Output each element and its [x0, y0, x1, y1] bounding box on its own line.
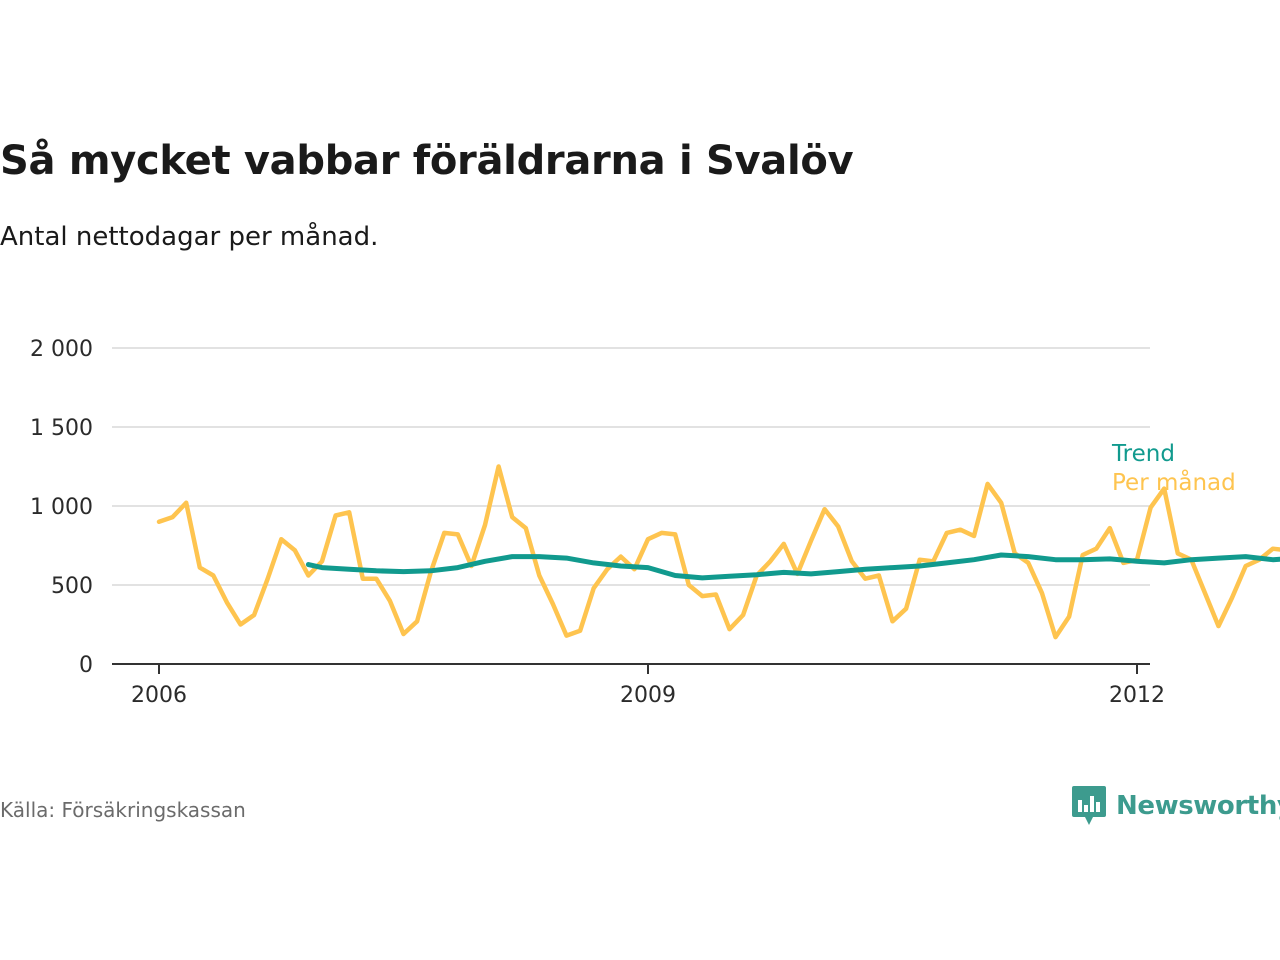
chart-subtitle: Antal nettodagar per månad. [0, 222, 379, 252]
x-axis: 2006200920122015201820212023 [112, 663, 1165, 708]
y-tick-label: 1 000 [30, 495, 93, 520]
brand-name: Newsworthy [1116, 791, 1280, 821]
trend-series-line [305, 552, 1280, 581]
legend-label-monthly: Per månad [1112, 468, 1236, 496]
y-tick-label: 500 [51, 574, 93, 599]
legend-label-trend: Trend [1111, 441, 1175, 467]
newsworthy-logo-icon [1072, 786, 1106, 825]
chart-title: Så mycket vabbar föräldrarna i Svalöv [0, 138, 854, 184]
monthly-series-line [156, 464, 1280, 640]
source-note: Källa: Försäkringskassan [0, 798, 246, 822]
series-lines [156, 464, 1280, 640]
x-tick-label: 2006 [131, 683, 187, 708]
grid-lines [112, 347, 1150, 586]
x-tick-label: 2009 [620, 683, 676, 708]
y-tick-label: 0 [79, 653, 93, 678]
brand-logo: Newsworthy [1072, 786, 1280, 826]
y-tick-label: 2 000 [30, 337, 93, 362]
y-axis-labels: 0 500 1 000 1 500 2 000 [30, 337, 93, 678]
x-tick-label: 2012 [1109, 683, 1165, 708]
y-tick-label: 1 500 [30, 416, 93, 441]
